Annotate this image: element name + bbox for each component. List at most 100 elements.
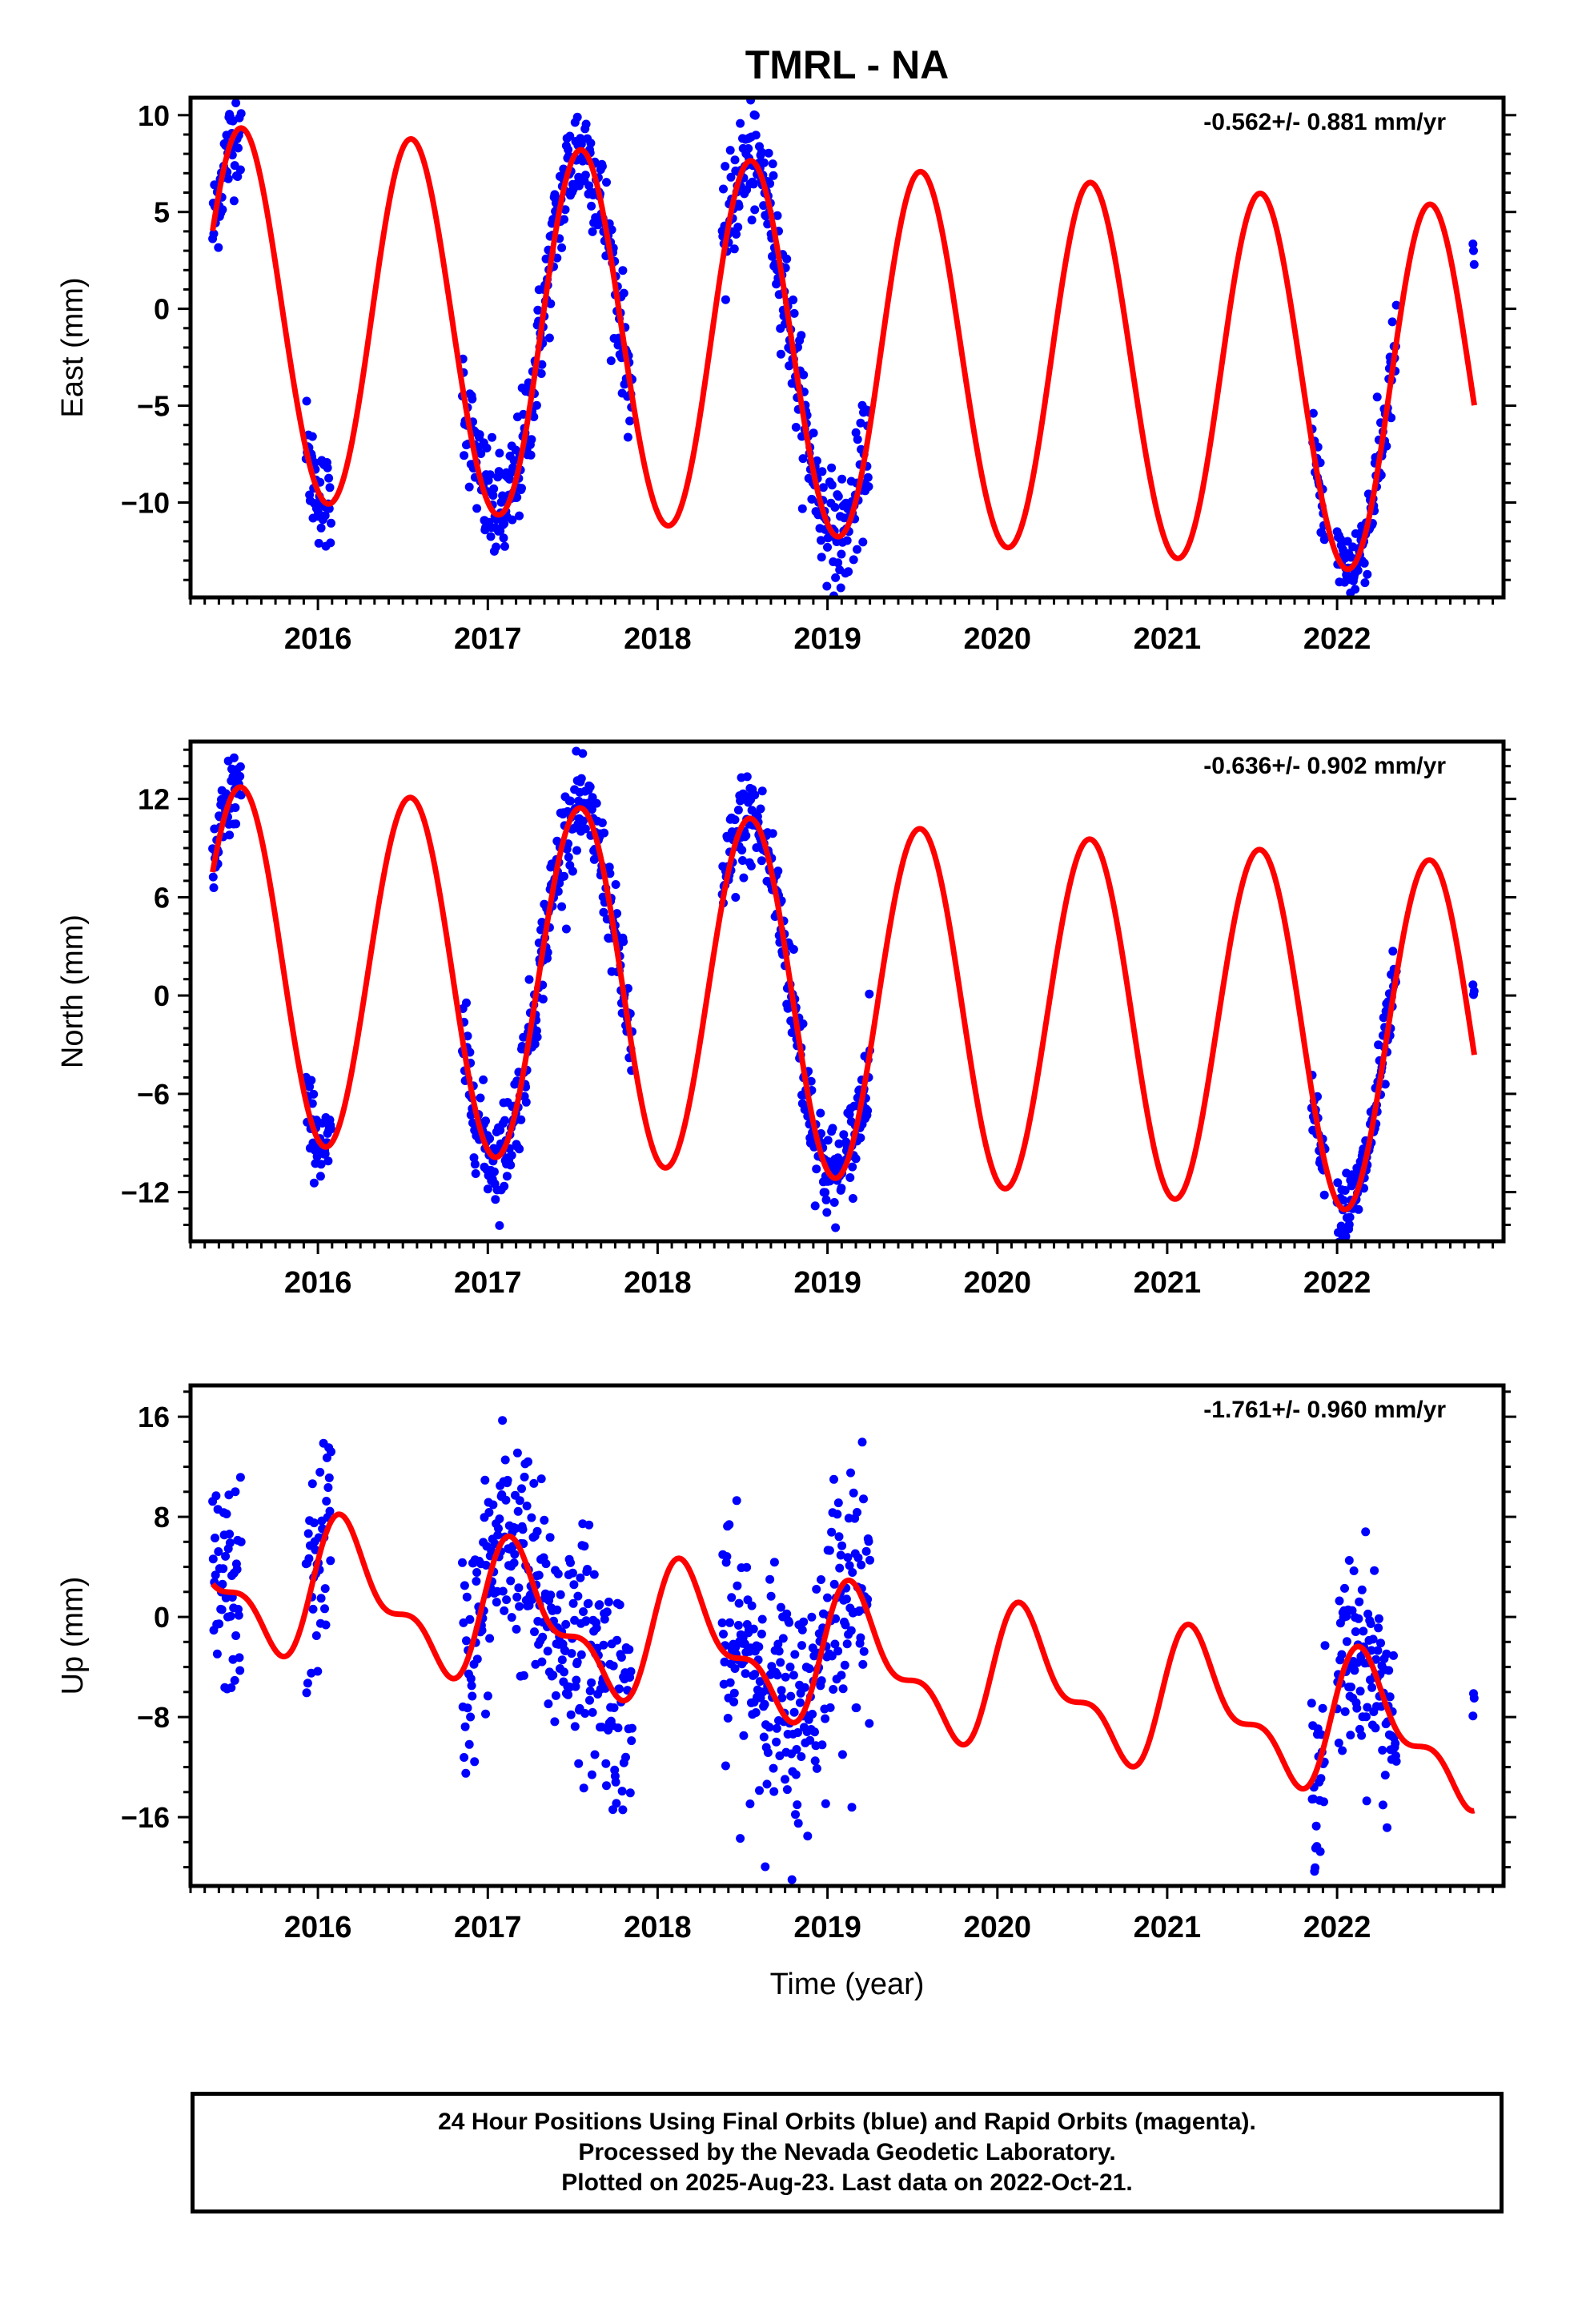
north-data-point bbox=[231, 819, 241, 829]
up-data-point bbox=[534, 1570, 544, 1580]
north-data-point bbox=[865, 989, 874, 999]
east-x-tick-label: 2016 bbox=[284, 622, 352, 656]
up-data-point bbox=[853, 1508, 861, 1517]
east-data-point bbox=[789, 296, 798, 304]
up-data-point bbox=[327, 1447, 335, 1457]
up-data-point bbox=[1371, 1723, 1380, 1733]
up-data-point bbox=[817, 1740, 827, 1750]
up-data-point bbox=[856, 1633, 865, 1642]
east-x-tick-label: 2018 bbox=[624, 622, 692, 656]
up-x-tick-label: 2020 bbox=[964, 1911, 1032, 1944]
east-data-point bbox=[517, 484, 526, 493]
east-data-point bbox=[856, 418, 865, 428]
up-data-point bbox=[1340, 1583, 1349, 1593]
north-data-point bbox=[821, 1188, 830, 1197]
east-data-point bbox=[500, 541, 509, 551]
east-y-tick-label: 5 bbox=[154, 196, 170, 229]
east-data-point bbox=[533, 305, 543, 315]
up-data-point bbox=[560, 1667, 568, 1677]
north-data-point bbox=[225, 830, 235, 840]
up-data-point bbox=[529, 1478, 539, 1488]
up-data-point bbox=[841, 1594, 851, 1604]
up-data-point bbox=[829, 1685, 838, 1694]
up-y-tick-label: −8 bbox=[137, 1701, 170, 1734]
north-data-point bbox=[557, 902, 567, 911]
up-data-point bbox=[235, 1653, 244, 1663]
north-data-point bbox=[463, 1031, 472, 1041]
up-data-point bbox=[595, 1600, 604, 1610]
up-data-point bbox=[236, 1537, 246, 1546]
up-data-point bbox=[226, 1611, 235, 1621]
up-data-point bbox=[537, 1657, 547, 1667]
up-data-point bbox=[772, 1723, 781, 1733]
up-data-point bbox=[536, 1474, 546, 1484]
up-data-point bbox=[823, 1593, 832, 1602]
up-data-point bbox=[776, 1602, 785, 1612]
up-data-point bbox=[221, 1551, 231, 1561]
north-data-point bbox=[532, 1032, 542, 1042]
up-data-point bbox=[830, 1639, 840, 1649]
up-data-point bbox=[500, 1455, 510, 1465]
up-data-point bbox=[462, 1636, 471, 1646]
up-data-point bbox=[572, 1658, 582, 1667]
up-data-point bbox=[730, 1664, 740, 1673]
north-data-point bbox=[756, 804, 765, 814]
up-data-point bbox=[463, 1703, 472, 1713]
up-data-point bbox=[541, 1559, 551, 1569]
up-data-point bbox=[580, 1542, 589, 1551]
up-data-point bbox=[498, 1586, 508, 1596]
up-data-point bbox=[588, 1707, 597, 1717]
up-data-point bbox=[772, 1737, 781, 1747]
up-data-point bbox=[585, 1687, 595, 1695]
up-data-point bbox=[1319, 1797, 1328, 1807]
up-data-point bbox=[552, 1605, 562, 1614]
up-data-point bbox=[1378, 1800, 1387, 1810]
up-data-point bbox=[502, 1595, 512, 1605]
up-data-point bbox=[460, 1722, 470, 1731]
east-data-point bbox=[863, 472, 873, 482]
east-data-point bbox=[316, 523, 326, 533]
up-data-point bbox=[611, 1777, 620, 1787]
up-data-point bbox=[480, 1475, 490, 1485]
north-data-point bbox=[564, 852, 573, 862]
up-data-point bbox=[599, 1640, 608, 1650]
up-y-tick-label: −16 bbox=[121, 1801, 170, 1834]
up-data-point bbox=[1389, 1651, 1398, 1660]
north-data-point bbox=[309, 1089, 319, 1099]
east-data-point bbox=[564, 145, 573, 155]
up-data-point bbox=[1368, 1634, 1378, 1644]
north-data-point bbox=[578, 749, 588, 758]
up-data-point bbox=[612, 1799, 621, 1808]
east-data-point bbox=[759, 158, 769, 167]
north-data-point bbox=[742, 772, 752, 782]
up-data-point bbox=[581, 1616, 591, 1626]
north-data-point bbox=[619, 937, 628, 947]
up-data-point bbox=[755, 1677, 765, 1687]
north-data-point bbox=[471, 1169, 480, 1178]
north-data-point bbox=[611, 880, 620, 889]
up-data-point bbox=[1340, 1707, 1350, 1716]
up-data-point bbox=[472, 1577, 481, 1586]
east-data-point bbox=[764, 148, 773, 158]
up-data-point bbox=[573, 1591, 583, 1601]
up-data-point bbox=[837, 1671, 846, 1680]
up-data-point bbox=[838, 1684, 848, 1694]
north-data-point bbox=[566, 796, 575, 806]
north-y-tick-label: −6 bbox=[137, 1078, 170, 1111]
up-data-point bbox=[567, 1649, 576, 1659]
up-data-point bbox=[749, 1624, 758, 1634]
up-data-point bbox=[587, 1678, 596, 1687]
north-data-point bbox=[560, 871, 568, 881]
up-data-point bbox=[810, 1727, 819, 1737]
up-data-point bbox=[584, 1598, 593, 1608]
east-data-point bbox=[842, 536, 852, 545]
up-data-point bbox=[769, 1763, 778, 1773]
north-data-point bbox=[516, 1115, 526, 1124]
up-data-point bbox=[221, 1593, 231, 1602]
up-data-point bbox=[791, 1810, 800, 1819]
up-data-point bbox=[307, 1479, 317, 1489]
north-data-point bbox=[320, 1149, 330, 1159]
up-data-point bbox=[231, 1631, 241, 1640]
north-x-tick-label: 2020 bbox=[964, 1266, 1032, 1300]
north-data-point bbox=[816, 1108, 825, 1118]
